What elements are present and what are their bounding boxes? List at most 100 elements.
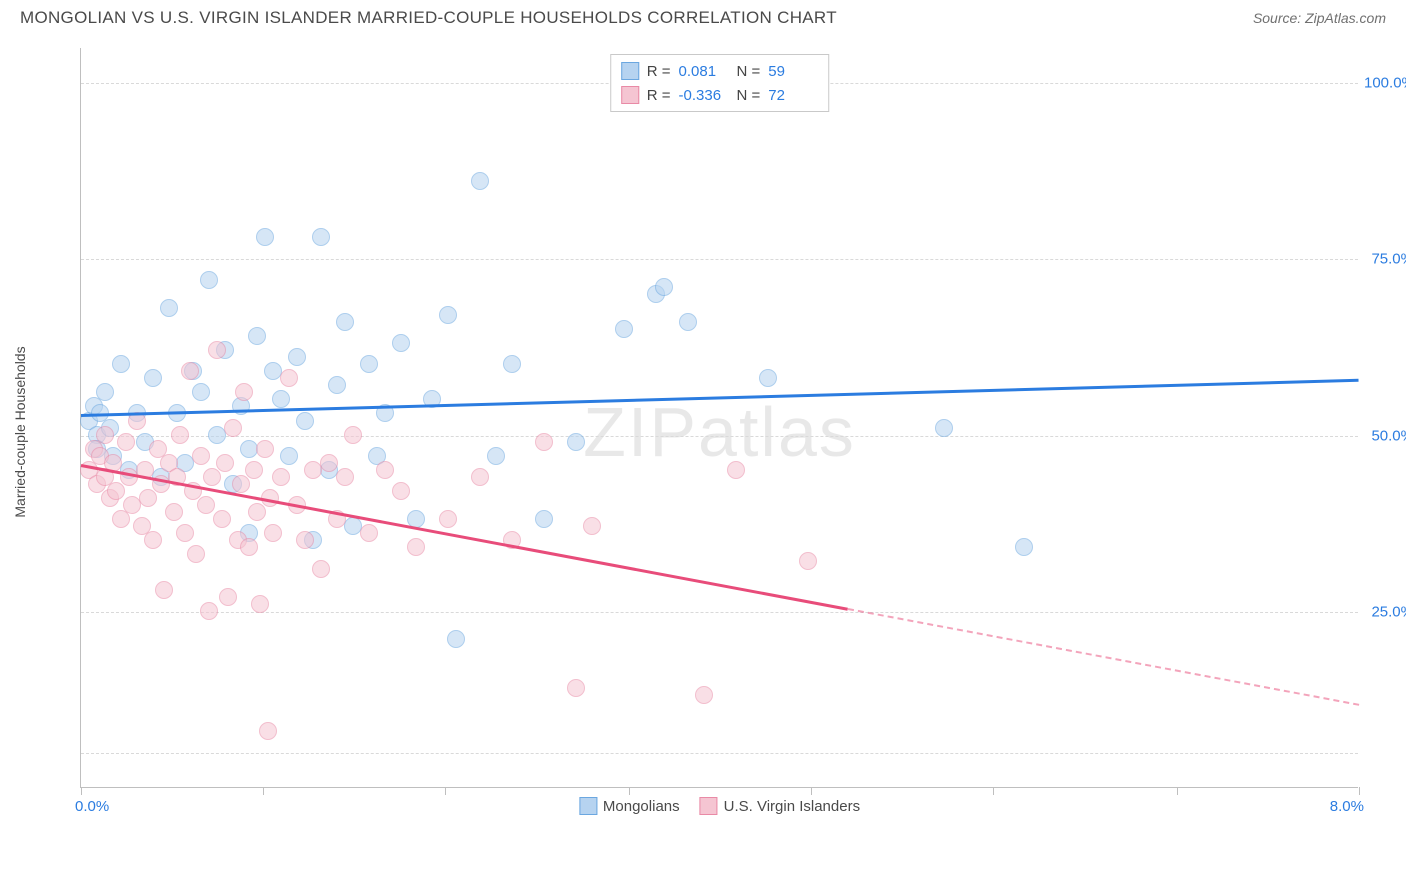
data-point bbox=[535, 433, 553, 451]
data-point bbox=[264, 524, 282, 542]
data-point bbox=[935, 419, 953, 437]
n-label: N = bbox=[737, 87, 761, 104]
data-point bbox=[407, 538, 425, 556]
legend-label: U.S. Virgin Islanders bbox=[724, 798, 860, 815]
n-label: N = bbox=[737, 63, 761, 80]
data-point bbox=[216, 454, 234, 472]
legend-item: Mongolians bbox=[579, 797, 680, 815]
data-point bbox=[232, 475, 250, 493]
r-label: R = bbox=[647, 63, 671, 80]
data-point bbox=[312, 228, 330, 246]
data-point bbox=[376, 461, 394, 479]
data-point bbox=[280, 447, 298, 465]
data-point bbox=[535, 510, 553, 528]
y-tick-label: 50.0% bbox=[1364, 427, 1406, 444]
r-value: 0.081 bbox=[679, 63, 729, 80]
data-point bbox=[328, 376, 346, 394]
x-min-label: 0.0% bbox=[75, 798, 109, 815]
x-tick bbox=[811, 787, 812, 795]
data-point bbox=[615, 320, 633, 338]
data-point bbox=[96, 426, 114, 444]
y-tick-label: 100.0% bbox=[1364, 75, 1406, 92]
data-point bbox=[200, 271, 218, 289]
grid-line bbox=[81, 436, 1358, 437]
data-point bbox=[336, 313, 354, 331]
data-point bbox=[117, 433, 135, 451]
data-point bbox=[219, 588, 237, 606]
data-point bbox=[256, 440, 274, 458]
data-point bbox=[107, 482, 125, 500]
data-point bbox=[344, 426, 362, 444]
data-point bbox=[224, 419, 242, 437]
trend-line bbox=[81, 464, 848, 611]
data-point bbox=[583, 517, 601, 535]
data-point bbox=[160, 299, 178, 317]
x-tick bbox=[1177, 787, 1178, 795]
data-point bbox=[248, 503, 266, 521]
data-point bbox=[251, 595, 269, 613]
x-tick bbox=[81, 787, 82, 795]
data-point bbox=[320, 454, 338, 472]
x-tick bbox=[263, 787, 264, 795]
data-point bbox=[200, 602, 218, 620]
watermark: ZIPatlas bbox=[583, 392, 856, 472]
data-point bbox=[296, 531, 314, 549]
data-point bbox=[208, 341, 226, 359]
data-point bbox=[245, 461, 263, 479]
legend-swatch bbox=[579, 797, 597, 815]
y-axis-label: Married-couple Households bbox=[12, 346, 28, 517]
chart-area: Married-couple Households ZIPatlas 25.0%… bbox=[50, 48, 1386, 816]
legend-swatch bbox=[621, 86, 639, 104]
data-point bbox=[312, 560, 330, 578]
data-point bbox=[256, 228, 274, 246]
legend-swatch bbox=[621, 62, 639, 80]
data-point bbox=[235, 383, 253, 401]
r-label: R = bbox=[647, 87, 671, 104]
data-point bbox=[112, 355, 130, 373]
data-point bbox=[567, 433, 585, 451]
data-point bbox=[171, 426, 189, 444]
x-max-label: 8.0% bbox=[1330, 798, 1364, 815]
data-point bbox=[360, 524, 378, 542]
data-point bbox=[176, 524, 194, 542]
data-point bbox=[296, 412, 314, 430]
data-point bbox=[439, 510, 457, 528]
data-point bbox=[679, 313, 697, 331]
data-point bbox=[799, 552, 817, 570]
data-point bbox=[187, 545, 205, 563]
data-point bbox=[272, 390, 290, 408]
data-point bbox=[471, 172, 489, 190]
data-point bbox=[144, 369, 162, 387]
data-point bbox=[192, 447, 210, 465]
n-value: 72 bbox=[768, 87, 818, 104]
data-point bbox=[336, 468, 354, 486]
grid-line bbox=[81, 753, 1358, 754]
r-value: -0.336 bbox=[679, 87, 729, 104]
data-point bbox=[727, 461, 745, 479]
data-point bbox=[248, 327, 266, 345]
x-tick bbox=[629, 787, 630, 795]
chart-title: MONGOLIAN VS U.S. VIRGIN ISLANDER MARRIE… bbox=[20, 8, 837, 28]
data-point bbox=[259, 722, 277, 740]
data-point bbox=[567, 679, 585, 697]
x-tick bbox=[993, 787, 994, 795]
data-point bbox=[280, 369, 298, 387]
legend-item: U.S. Virgin Islanders bbox=[700, 797, 860, 815]
source-label: Source: ZipAtlas.com bbox=[1253, 10, 1386, 26]
data-point bbox=[288, 348, 306, 366]
series-legend: Mongolians U.S. Virgin Islanders bbox=[579, 797, 860, 815]
data-point bbox=[272, 468, 290, 486]
y-tick-label: 75.0% bbox=[1364, 251, 1406, 268]
plot-region: ZIPatlas 25.0%50.0%75.0%100.0%0.0%8.0%R … bbox=[80, 48, 1358, 788]
data-point bbox=[1015, 538, 1033, 556]
n-value: 59 bbox=[768, 63, 818, 80]
data-point bbox=[439, 306, 457, 324]
grid-line bbox=[81, 612, 1358, 613]
data-point bbox=[447, 630, 465, 648]
chart-header: MONGOLIAN VS U.S. VIRGIN ISLANDER MARRIE… bbox=[0, 0, 1406, 32]
data-point bbox=[197, 496, 215, 514]
data-point bbox=[360, 355, 378, 373]
data-point bbox=[96, 383, 114, 401]
data-point bbox=[471, 468, 489, 486]
data-point bbox=[144, 531, 162, 549]
